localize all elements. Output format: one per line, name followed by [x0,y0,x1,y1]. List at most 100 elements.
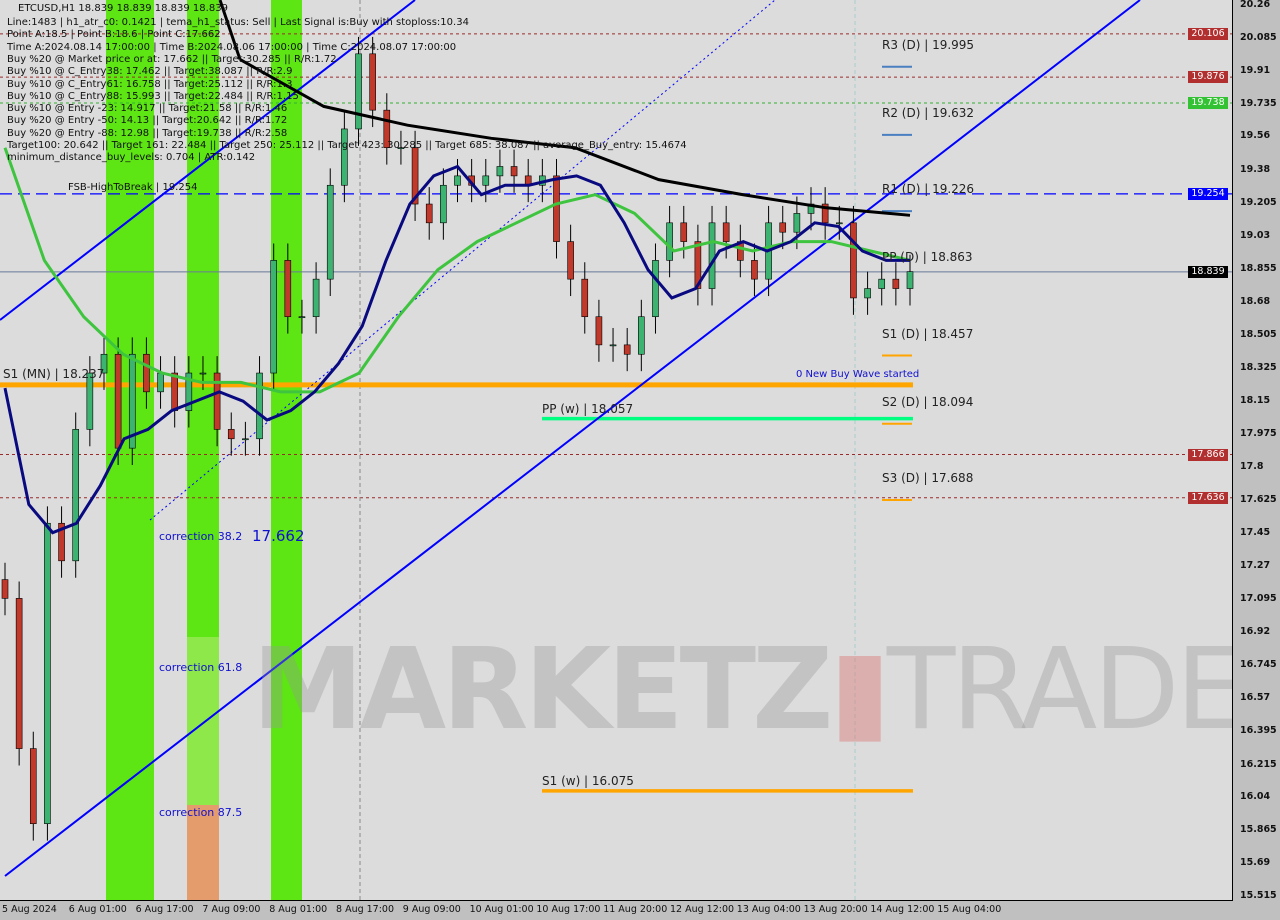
price-tag: 19.876 [1188,71,1228,84]
watermark-logo: MARKETZ▮TRADE [252,625,1233,755]
price-tick-label: 19.03 [1240,229,1271,241]
candle-body [171,372,178,411]
price-tick-label: 18.68 [1240,295,1271,307]
candle-body [397,147,405,150]
price-tick-label: 19.205 [1240,197,1277,209]
info-line: Buy %10 @ Entry -23: 14.917 || Target:21… [7,103,288,115]
candle-body [298,316,306,319]
price-tick-label: 17.625 [1240,493,1277,505]
level-s2-label: S2 (D) | 18.094 [882,395,974,409]
highlight-zone [187,0,219,637]
candle-body [623,344,631,355]
price-tick-label: 16.395 [1240,724,1277,736]
price-tick-label: 16.92 [1240,626,1271,638]
price-tick-label: 17.975 [1240,428,1277,440]
candle-body [425,203,433,224]
candle-body [595,316,603,346]
level-pp-w-label: PP (w) | 18.057 [542,402,634,416]
price-tag: 17.866 [1188,448,1228,461]
time-tick-label: 8 Aug 17:00 [336,904,395,915]
candle-body [482,175,490,186]
level-s1-w-label: S1 (w) | 16.075 [542,774,634,788]
ma-black-line [218,0,242,60]
candle-body [411,147,419,205]
price-tick-label: 17.45 [1240,526,1271,538]
candle-body [86,372,94,430]
symbol-line: ETCUSD,H1 18.839 18.839 18.839 18.839 [18,3,228,14]
price-tick-label: 17.27 [1240,560,1271,572]
price-tick-label: 20.26 [1240,0,1271,10]
price-tag: 19.254 [1188,187,1228,200]
candle-body [242,438,249,441]
fsb-high-label: FSB-HighToBreak | 19.254 [68,182,198,193]
price-tag: 17.636 [1188,491,1228,504]
info-line: Buy %20 @ Market price or at: 17.662 || … [7,53,337,65]
price-tick-label: 15.69 [1240,857,1271,869]
candle-body [369,53,376,111]
candle-body [312,278,320,318]
chart-plot-area[interactable]: MARKETZ▮TRADE ETCUSD,H1 18.839 18.839 18… [0,0,1233,901]
level-s1-mn-label: S1 (MN) | 18.237 [3,367,105,381]
price-tick-label: 16.215 [1240,758,1277,770]
price-tick-label: 17.8 [1240,460,1264,472]
candle-body [128,353,136,449]
candle-body [835,222,843,225]
time-tick-label: 6 Aug 01:00 [68,904,127,915]
correction-61-label: correction 61.8 [159,661,243,674]
candle-body [906,271,914,289]
trend-channel-upper [0,0,416,321]
time-tick-label: 11 Aug 20:00 [603,904,668,915]
candle-body [1,579,9,599]
candle-body [779,222,787,233]
candle-body [284,260,292,318]
candle-body [751,260,758,280]
highlight-zone [187,805,219,900]
candle-body [29,748,37,825]
ma-black-line [239,58,911,217]
chart-canvas [0,0,1232,900]
trend-channel-lower [4,0,1141,877]
candle-body [326,184,334,280]
level-s3-label: S3 (D) | 17.688 [882,471,974,485]
ma-navy-line [3,164,910,535]
candle-body [850,222,857,299]
candle-body [157,372,164,393]
candle-body [114,353,122,449]
price-tick-label: 19.56 [1240,130,1271,142]
candle-body [652,260,659,318]
correction-87-label: correction 87.5 [159,806,243,819]
time-tick-label: 8 Aug 01:00 [269,904,328,915]
candle-body [892,278,900,289]
candle-body [454,175,461,186]
level-s1-label: S1 (D) | 18.457 [882,327,974,341]
candle-body [666,222,673,261]
candle-body [341,128,348,186]
price-tick-label: 16.57 [1240,691,1271,703]
candle-body [793,213,801,233]
highlight-zone [271,0,302,900]
info-line: Target100: 20.642 || Target 161: 22.484 … [7,140,687,151]
candle-body [185,372,193,411]
new-buy-wave-label: 0 New Buy Wave started [796,369,920,380]
price-tick-label: 16.745 [1240,659,1277,671]
candle-body [581,278,589,318]
time-tick-label: 12 Aug 12:00 [670,904,735,915]
time-tick-label: 7 Aug 09:00 [202,904,261,915]
info-line: Buy %10 @ C_Entry38: 17.462 || Target:38… [7,66,293,78]
candle-body [609,344,617,347]
price-tick-label: 18.505 [1240,328,1277,340]
correction-38-label: correction 38.2 [159,530,243,543]
price-tick-label: 18.325 [1240,362,1277,374]
candle-body [256,372,263,440]
candle-body [567,241,574,280]
time-tick-label: 5 Aug 2024 [2,904,57,915]
candle-body [638,316,645,355]
price-tick-label: 20.085 [1240,31,1277,43]
price-tag: 18.839 [1188,265,1228,278]
info-line: Buy %10 @ C_Entry61: 16.758 || Target:25… [7,78,293,90]
candle-body [722,222,730,242]
price-tick-label: 18.15 [1240,395,1271,407]
price-tick-label: 15.865 [1240,824,1277,836]
candle-body [440,184,447,224]
level-r3-label: R3 (D) | 19.995 [882,38,975,52]
